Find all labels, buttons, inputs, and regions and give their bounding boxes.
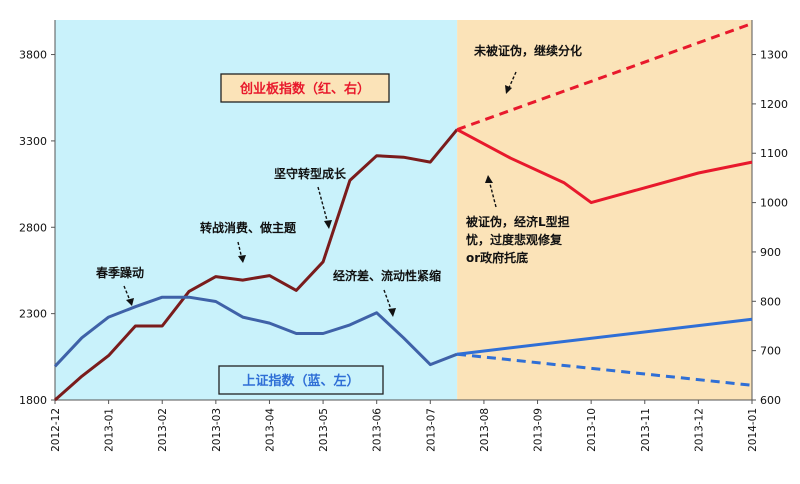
shanghai-history-line bbox=[53, 295, 458, 368]
annotation-confirmed-line1: 被证伪，经济L型担 bbox=[466, 214, 570, 229]
shanghai-legend-box bbox=[218, 365, 384, 395]
x-tick-label: 2013-08 bbox=[479, 408, 491, 452]
left-tick-label: 2300 bbox=[19, 308, 47, 321]
x-tick-label: 2013-07 bbox=[425, 408, 437, 452]
x-tick-label: 2013-01 bbox=[104, 408, 116, 452]
annotation-unconfirmed: 未被证伪，继续分化 bbox=[473, 43, 582, 58]
x-tick-label: 2013-03 bbox=[211, 408, 223, 452]
chinext-legend-label: 创业板指数（红、右） bbox=[239, 81, 370, 97]
annotation-consumer-arrow bbox=[237, 241, 243, 260]
chinext-forecast-solid-line bbox=[456, 128, 753, 205]
x-tick-label: 2013-11 bbox=[640, 408, 652, 452]
annotation-confirmed-line2: 忧，过度悲观修复 bbox=[466, 232, 563, 247]
annotation-growth-arrow bbox=[317, 186, 329, 225]
x-tick-label: 2013-12 bbox=[693, 408, 705, 452]
x-tick-label: 2013-05 bbox=[318, 408, 330, 452]
annotation-consumer-arrowhead bbox=[238, 255, 246, 263]
x-tick-label: 2012-12 bbox=[50, 408, 62, 452]
chinext-history-line bbox=[54, 128, 459, 402]
right-tick-label: 700 bbox=[760, 345, 781, 358]
left-tick-label: 3800 bbox=[19, 49, 47, 62]
annotation-consumer: 转战消费、做主题 bbox=[200, 220, 297, 235]
annotation-spring-arrowhead bbox=[126, 298, 134, 306]
annotation-spring: 春季躁动 bbox=[95, 265, 144, 280]
shanghai-forecast-dashed-line bbox=[456, 352, 753, 387]
annotation-economy: 经济差、流动性紧缩 bbox=[333, 268, 441, 283]
annotation-unconfirmed-arrowhead bbox=[505, 85, 512, 94]
right-tick-label: 1100 bbox=[760, 147, 788, 160]
chinext-forecast-dashed-line bbox=[456, 22, 753, 132]
right-tick-label: 1200 bbox=[760, 98, 788, 111]
right-tick-label: 1300 bbox=[760, 49, 788, 62]
annotation-growth-arrowhead bbox=[324, 220, 332, 229]
annotation-economy-arrow bbox=[383, 289, 393, 313]
annotation-confirmed-arrowhead bbox=[485, 175, 493, 183]
x-tick-label: 2013-06 bbox=[372, 408, 384, 452]
x-tick-label: 2014-01 bbox=[747, 408, 759, 452]
x-tick-label: 2013-02 bbox=[157, 408, 169, 452]
left-tick-label: 1800 bbox=[19, 394, 47, 407]
x-tick-label: 2013-10 bbox=[586, 408, 598, 452]
right-tick-label: 800 bbox=[760, 295, 781, 308]
right-tick-label: 1000 bbox=[760, 197, 788, 210]
x-tick-label: 2013-04 bbox=[264, 408, 276, 452]
right-tick-label: 900 bbox=[760, 246, 781, 259]
annotation-economy-arrowhead bbox=[388, 308, 396, 317]
shanghai-legend-label: 上证指数（蓝、左） bbox=[242, 373, 359, 389]
chinext-legend-box bbox=[220, 73, 390, 103]
left-tick-label: 2800 bbox=[19, 221, 47, 234]
annotation-growth: 坚守转型成长 bbox=[274, 166, 347, 181]
annotation-confirmed-line3: or政府托底 bbox=[466, 250, 528, 265]
left-tick-label: 3300 bbox=[19, 135, 47, 148]
right-tick-label: 600 bbox=[760, 394, 781, 407]
x-tick-label: 2013-09 bbox=[533, 408, 545, 452]
shanghai-forecast-solid-line bbox=[456, 317, 753, 356]
